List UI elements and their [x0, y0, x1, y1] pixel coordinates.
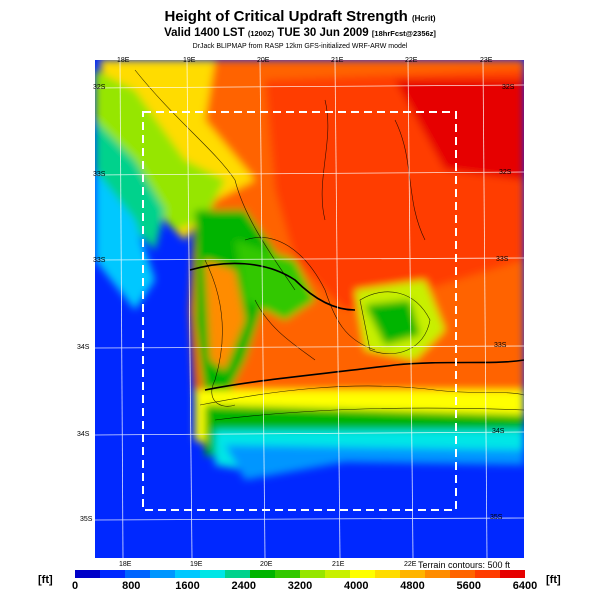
lon-label-top: 21E	[331, 57, 344, 64]
lon-label-top: 23E	[480, 57, 493, 64]
colorbar-unit-left: [ft]	[38, 574, 53, 586]
lat-label-left: 34S	[77, 344, 90, 351]
colorbar-swatch	[100, 570, 125, 578]
colorbar-swatch	[250, 570, 275, 578]
lon-label-bottom: 22E	[404, 561, 417, 568]
source-line: DrJack BLIPMAP from RASP 12km GFS-initia…	[192, 43, 408, 50]
colorbar-swatch	[400, 570, 425, 578]
lon-label-bottom: 20E	[260, 561, 273, 568]
valid-code: (1200Z)	[247, 29, 275, 38]
colorbar-tick-label: 3200	[287, 580, 313, 592]
colorbar-tick-label: 2400	[231, 580, 256, 592]
lon-label-top: 19E	[183, 57, 196, 64]
colorbar-tick-label: 1600	[175, 580, 200, 592]
terrain-contour-note: Terrain contours: 500 ft	[417, 560, 510, 570]
colorbar-swatch	[450, 570, 475, 578]
lon-label-bottom: 21E	[332, 561, 345, 568]
colorbar-swatch	[475, 570, 500, 578]
colorbar-labels: 0 800 1600 2400 3200 4000 4800 5600 6400	[71, 580, 537, 594]
model-tag: [18hrFcst@2356z]	[371, 29, 436, 38]
lon-label-top: 18E	[117, 57, 130, 64]
colorbar-swatch	[225, 570, 250, 578]
hcrit-map	[95, 60, 524, 558]
title-text: Height of Critical Updraft Strength	[164, 8, 408, 25]
lon-label-top: 22E	[405, 57, 418, 64]
colorbar-tick-label: 4000	[344, 580, 369, 592]
colorbar-tick-label: 6400	[512, 580, 538, 592]
valid-time: Valid 1400 LST	[164, 27, 245, 39]
valid-line: Valid 1400 LST (1200Z) TUE 30 Jun 2009 […	[0, 27, 600, 39]
lon-label-top: 20E	[257, 57, 270, 64]
valid-date: TUE 30 Jun 2009	[277, 27, 369, 39]
lon-label-bottom: 18E	[119, 561, 132, 568]
colorbar-swatch	[175, 570, 200, 578]
colorbar-swatch	[325, 570, 350, 578]
colorbar-swatch	[75, 570, 100, 578]
colorbar-swatch	[150, 570, 175, 578]
colorbar-swatch	[350, 570, 375, 578]
lon-label-bottom: 19E	[190, 561, 203, 568]
lat-label-right: 34S	[492, 428, 505, 435]
lat-label-right: 33S	[494, 342, 507, 349]
colorbar-tick-label: 5600	[456, 580, 481, 592]
lat-label-left: 33S	[93, 257, 106, 264]
colorbar-swatch	[425, 570, 450, 578]
colorbar-unit-right: [ft]	[546, 574, 561, 586]
colorbar-tick-label: 4800	[400, 580, 425, 592]
title-unit: (Hcrit)	[411, 14, 436, 23]
lat-label-right: 33S	[496, 256, 509, 263]
colorbar-tick-label: 0	[71, 580, 79, 592]
colorbar-swatch	[275, 570, 300, 578]
lat-label-left: 35S	[80, 516, 93, 523]
colorbar-tick-label: 800	[122, 580, 141, 592]
colorbar-swatch	[200, 570, 225, 578]
lat-label-right: 32S	[502, 84, 515, 91]
lat-label-right: 35S	[490, 514, 503, 521]
colorbar-swatch	[500, 570, 525, 578]
chart-title: Height of Critical Updraft Strength (Hcr…	[0, 8, 600, 25]
lat-label-right: 32S	[499, 169, 512, 176]
lat-label-left: 33S	[93, 171, 106, 178]
colorbar-swatch	[125, 570, 150, 578]
colorbar-swatch	[375, 570, 400, 578]
colorbar	[75, 570, 525, 578]
colorbar-swatch	[300, 570, 325, 578]
lat-label-left: 32S	[93, 84, 106, 91]
lat-label-left: 34S	[77, 431, 90, 438]
